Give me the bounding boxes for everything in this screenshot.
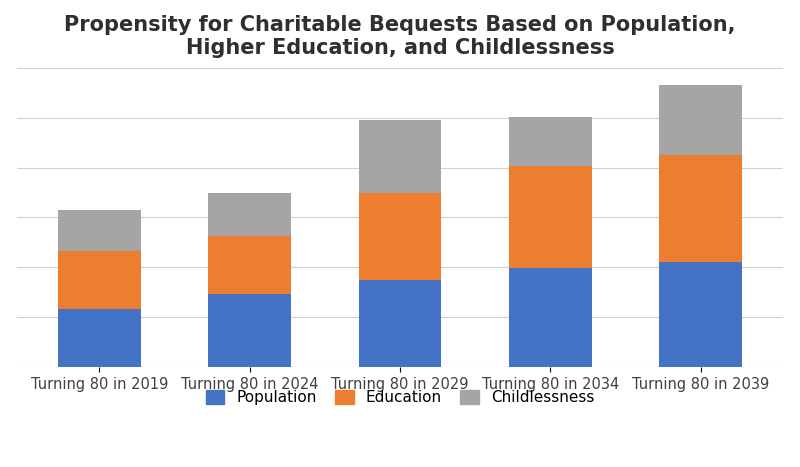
Bar bbox=[58, 309, 141, 367]
Bar bbox=[58, 210, 141, 251]
Bar bbox=[659, 262, 742, 367]
Bar bbox=[509, 117, 592, 166]
Bar bbox=[358, 280, 442, 367]
Title: Propensity for Charitable Bequests Based on Population,
Higher Education, and Ch: Propensity for Charitable Bequests Based… bbox=[64, 15, 736, 58]
Bar bbox=[509, 166, 592, 268]
Bar bbox=[209, 236, 291, 294]
Bar bbox=[358, 192, 442, 280]
Bar bbox=[358, 120, 442, 192]
Bar bbox=[209, 192, 291, 236]
Legend: Population, Education, Childlessness: Population, Education, Childlessness bbox=[198, 382, 602, 413]
Bar bbox=[659, 85, 742, 155]
Bar bbox=[209, 294, 291, 367]
Bar bbox=[58, 251, 141, 309]
Bar bbox=[659, 155, 742, 262]
Bar bbox=[509, 268, 592, 367]
